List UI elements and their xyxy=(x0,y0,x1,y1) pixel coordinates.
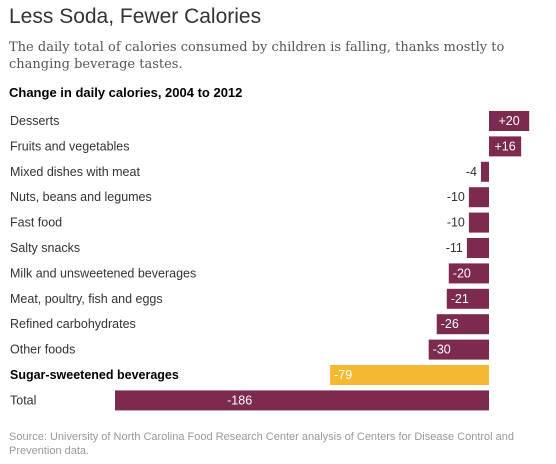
value-label: -10 xyxy=(447,190,465,204)
value-label: -26 xyxy=(441,317,459,331)
page-title: Less Soda, Fewer Calories xyxy=(9,5,262,28)
bar xyxy=(330,365,489,385)
category-label: Total xyxy=(10,393,36,407)
value-label: -79 xyxy=(334,368,352,382)
value-label: +20 xyxy=(498,114,519,128)
source-note: Source: University of North Carolina Foo… xyxy=(9,431,515,457)
category-label: Salty snacks xyxy=(10,241,80,255)
category-label: Other foods xyxy=(10,343,75,357)
category-label: Milk and unsweetened beverages xyxy=(10,266,196,280)
bar xyxy=(428,339,489,360)
bar xyxy=(489,111,530,131)
category-label: Sugar-sweetened beverages xyxy=(10,368,179,382)
bar xyxy=(448,263,489,284)
category-label: Mixed dishes with meat xyxy=(10,165,140,179)
value-label: -10 xyxy=(447,216,465,230)
bar xyxy=(466,238,489,258)
bar xyxy=(436,314,489,335)
bar xyxy=(489,136,522,157)
category-label: Desserts xyxy=(10,114,59,128)
bar xyxy=(446,288,489,309)
value-label: +16 xyxy=(494,139,515,153)
page-subtitle: The daily total of calories consumed by … xyxy=(9,40,505,72)
category-label: Fast food xyxy=(10,216,62,230)
value-label: -186 xyxy=(227,393,252,407)
value-label: -4 xyxy=(466,165,477,179)
value-label: -21 xyxy=(451,292,469,306)
bar xyxy=(115,390,489,411)
category-label: Fruits and vegetables xyxy=(10,139,130,153)
category-label: Meat, poultry, fish and eggs xyxy=(10,292,163,306)
bar xyxy=(468,212,489,233)
chart-title: Change in daily calories, 2004 to 2012 xyxy=(9,85,243,100)
category-label: Nuts, beans and legumes xyxy=(10,190,152,204)
bar xyxy=(468,187,489,208)
category-label: Refined carbohydrates xyxy=(10,317,136,331)
value-label: -30 xyxy=(433,343,451,357)
value-label: -11 xyxy=(446,241,463,255)
bar xyxy=(480,161,489,182)
value-label: -20 xyxy=(453,266,471,280)
